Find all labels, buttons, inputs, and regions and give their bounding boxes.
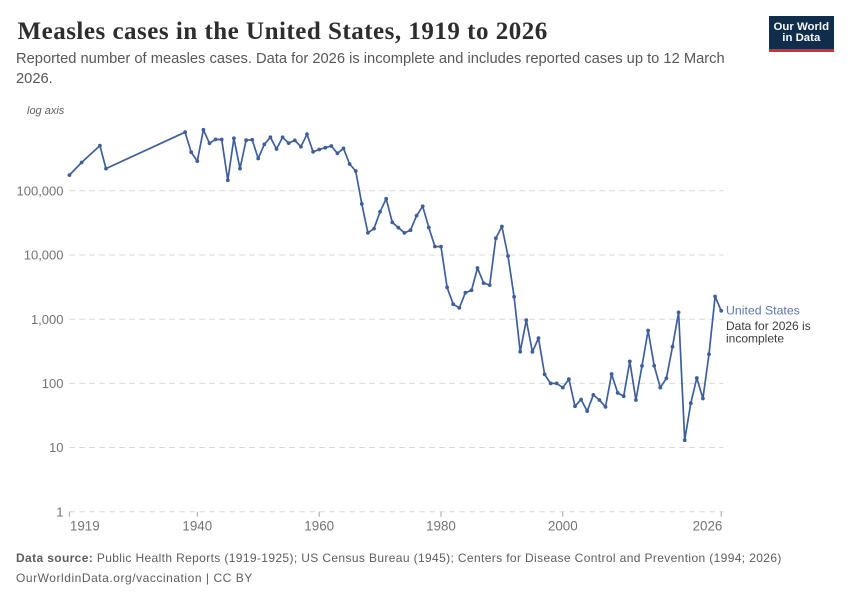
- svg-text:100: 100: [42, 376, 64, 391]
- svg-text:10: 10: [49, 440, 63, 455]
- svg-text:2026: 2026: [693, 519, 723, 534]
- svg-text:100,000: 100,000: [17, 184, 64, 199]
- svg-text:2000: 2000: [548, 519, 578, 534]
- svg-text:Data for 2026 is: Data for 2026 is: [726, 319, 811, 333]
- svg-text:1980: 1980: [426, 519, 456, 534]
- svg-text:1: 1: [56, 504, 63, 519]
- svg-text:1960: 1960: [304, 519, 334, 534]
- svg-text:1940: 1940: [182, 519, 212, 534]
- svg-text:1919: 1919: [70, 519, 100, 534]
- svg-text:incomplete: incomplete: [726, 331, 784, 345]
- svg-text:1,000: 1,000: [31, 312, 64, 327]
- svg-text:10,000: 10,000: [24, 248, 64, 263]
- svg-text:United States: United States: [726, 304, 800, 318]
